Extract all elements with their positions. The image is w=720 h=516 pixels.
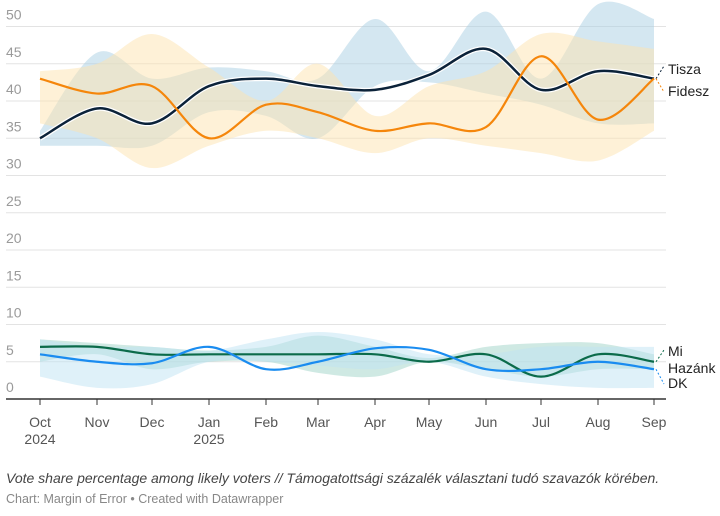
y-tick-label: 5 <box>6 342 14 358</box>
x-tick-label: Nov <box>85 414 110 430</box>
y-tick-label: 15 <box>6 267 22 283</box>
x-tick-year: 2024 <box>24 431 55 447</box>
label-leader <box>655 349 665 363</box>
label-dk: DK <box>668 375 688 391</box>
x-tick-label: Jan <box>198 414 221 430</box>
label-leader <box>655 78 665 93</box>
line-fidesz <box>39 55 655 140</box>
chart-caption: Vote share percentage among likely voter… <box>6 470 660 486</box>
x-tick-label: Feb <box>254 414 278 430</box>
y-tick-label: 30 <box>6 156 22 172</box>
x-tick-label: Dec <box>140 414 165 430</box>
x-tick-label: Aug <box>586 414 611 430</box>
line-tisza <box>39 47 655 140</box>
line-mi-hazánk <box>39 345 655 378</box>
x-tick-label: May <box>416 414 442 430</box>
y-tick-label: 35 <box>6 118 22 134</box>
x-tick-label: Mar <box>306 414 330 430</box>
label-tisza: Tisza <box>668 61 701 77</box>
label-mi-hazank-2: Hazánk <box>668 360 716 376</box>
error-band-dk <box>40 331 654 389</box>
x-tick-label: Sep <box>642 414 667 430</box>
label-mi-hazank: Mi <box>668 343 683 359</box>
y-tick-label: 10 <box>6 305 22 321</box>
y-tick-label: 50 <box>6 7 22 23</box>
y-tick-label: 40 <box>6 81 22 97</box>
y-tick-label: 25 <box>6 193 22 209</box>
y-tick-label: 0 <box>6 379 14 395</box>
x-tick-year: 2025 <box>193 431 224 447</box>
x-tick-label: Apr <box>364 414 386 430</box>
y-tick-label: 20 <box>6 230 22 246</box>
y-tick-label: 45 <box>6 44 22 60</box>
error-band-fidesz <box>40 32 654 169</box>
label-fidesz: Fidesz <box>668 83 709 99</box>
x-tick-label: Jun <box>475 414 498 430</box>
x-tick-label: Oct <box>29 414 51 430</box>
label-leader <box>655 65 665 79</box>
chart-credit: Chart: Margin of Error • Created with Da… <box>6 492 284 506</box>
line-dk <box>39 345 655 373</box>
label-leader <box>655 368 665 385</box>
x-tick-label: Jul <box>532 414 550 430</box>
